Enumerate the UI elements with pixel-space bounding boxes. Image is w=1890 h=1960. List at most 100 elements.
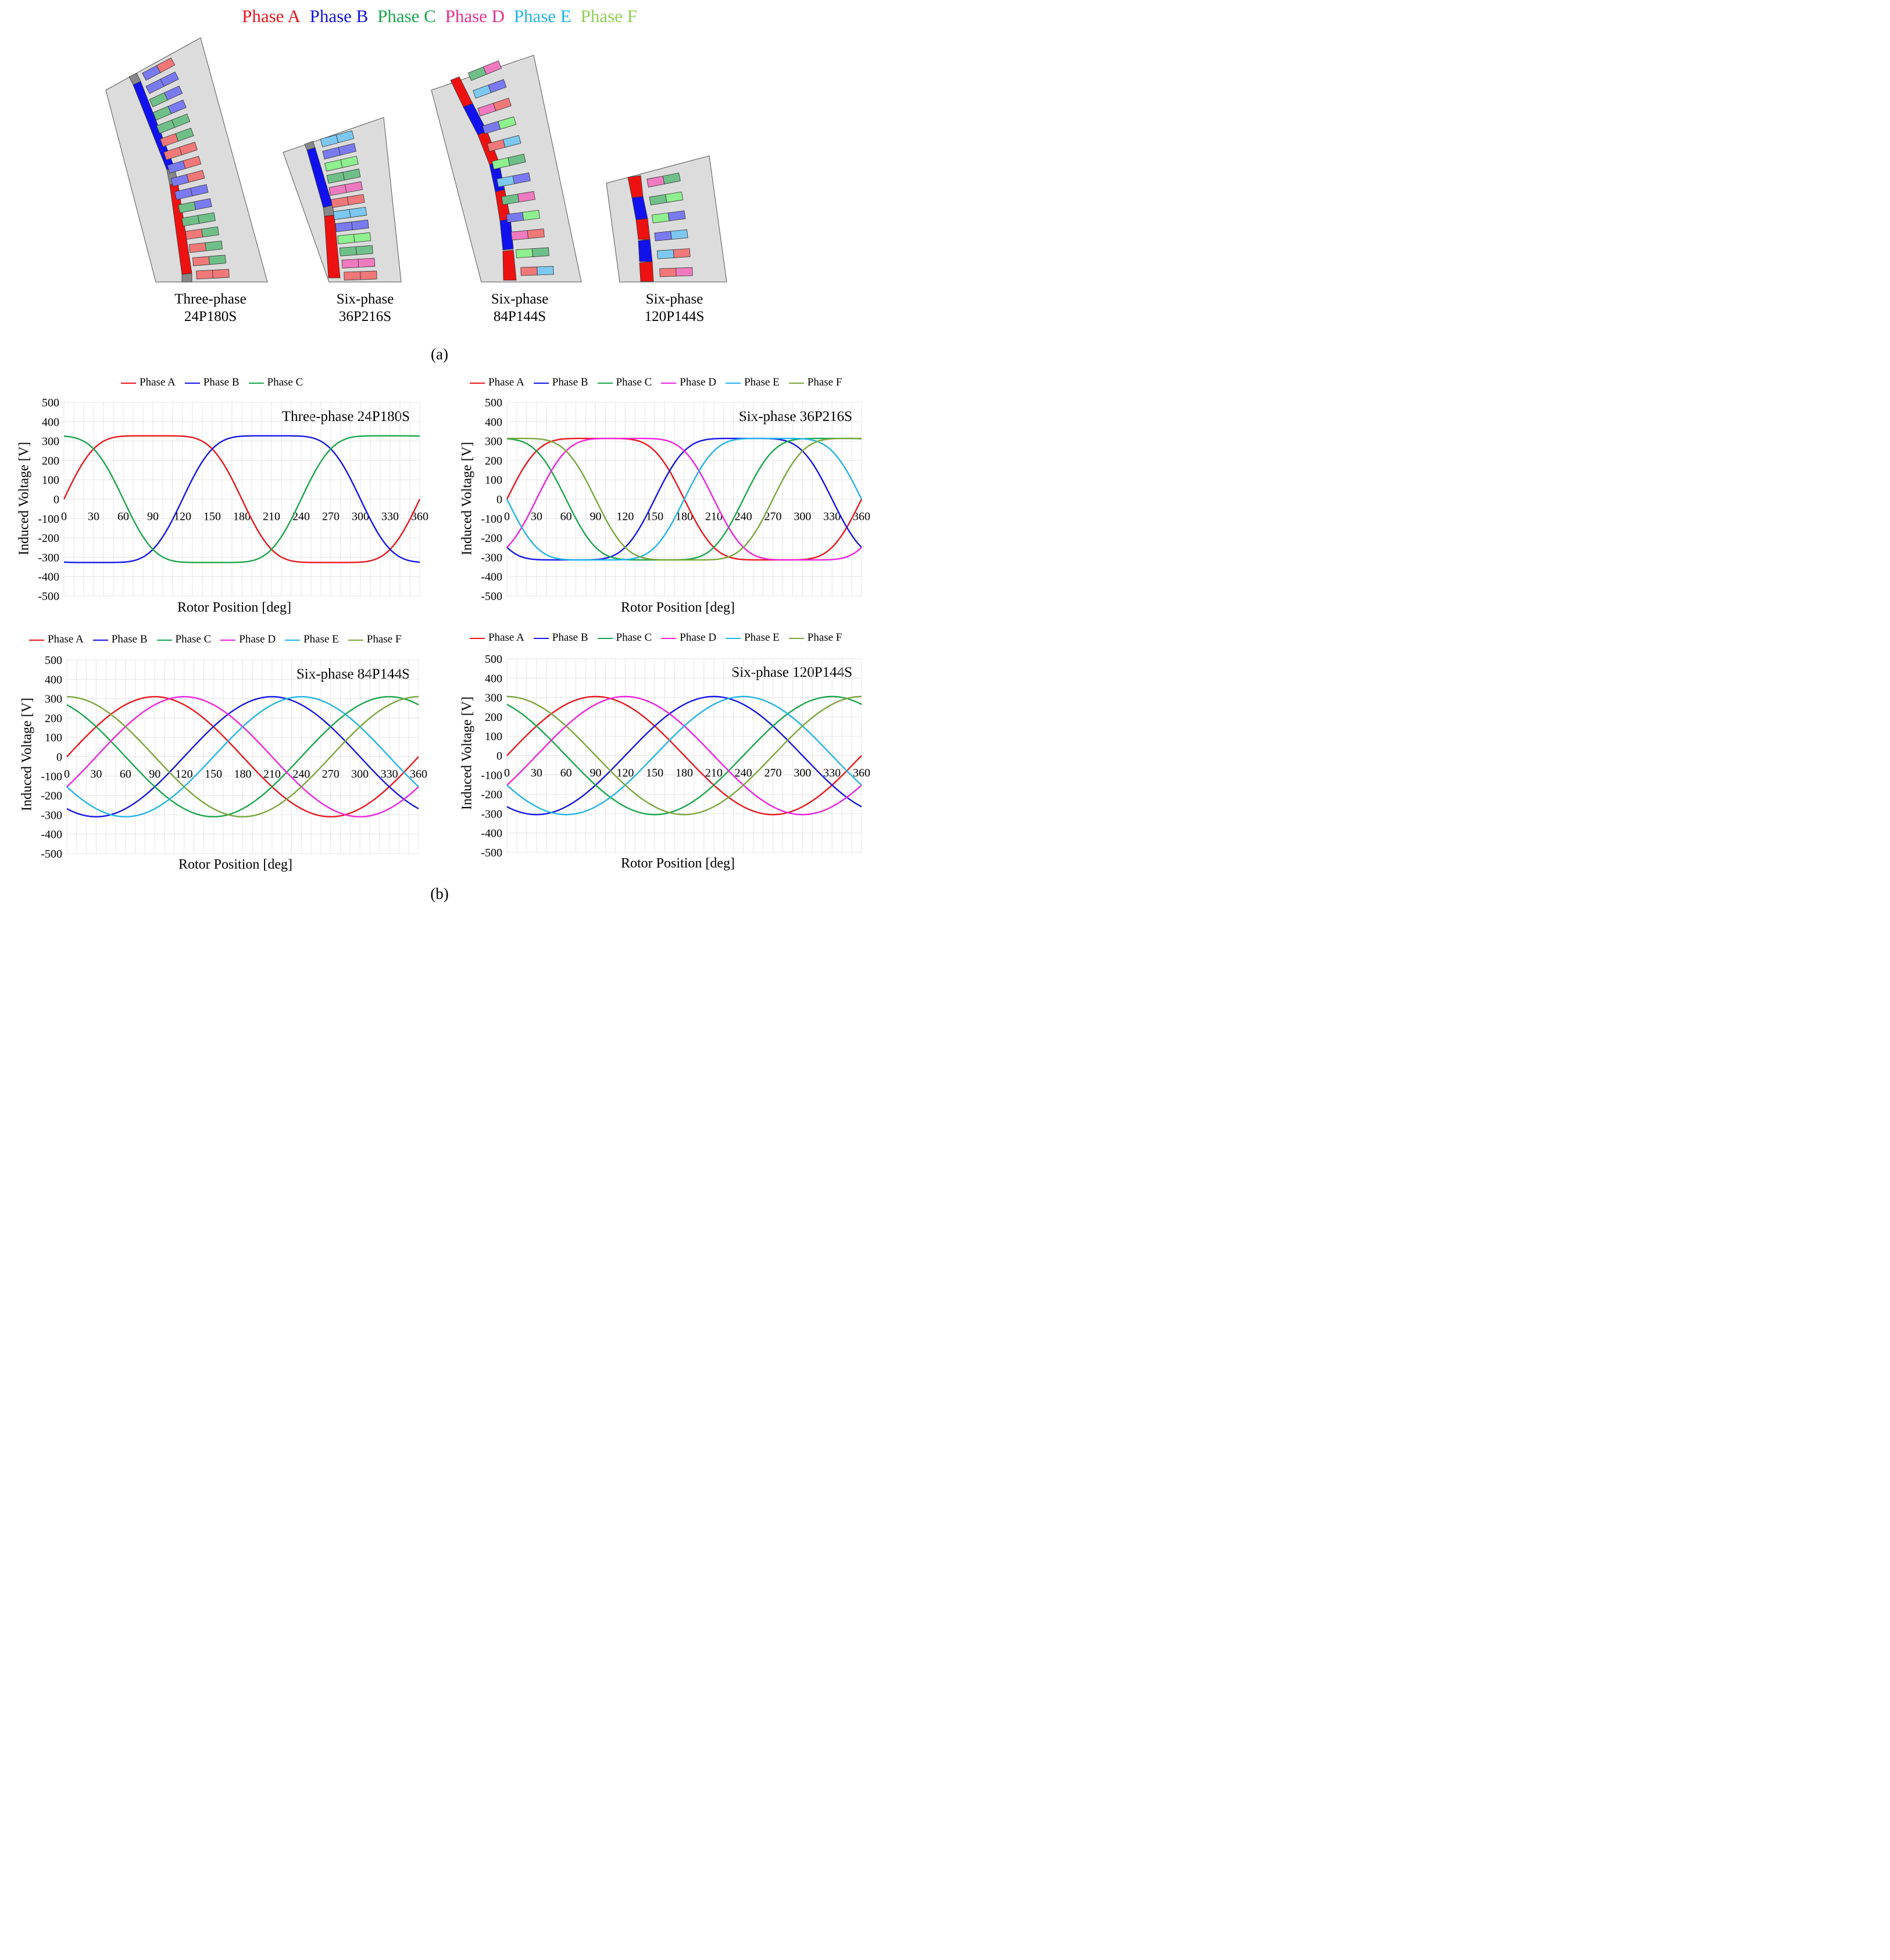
y-tick-label: -400 <box>38 571 59 584</box>
x-tick-label: 150 <box>203 510 221 523</box>
y-tick-label: -500 <box>41 848 62 861</box>
machine-2-type: Six-phase <box>336 291 394 307</box>
series-phase-c <box>66 696 419 817</box>
legend-item: Phase C <box>597 631 652 644</box>
x-tick-label: 180 <box>234 768 252 781</box>
x-tick-label: 90 <box>590 767 602 780</box>
legend-phase-a: Phase A <box>242 6 301 26</box>
legend-label: Phase D <box>680 376 717 388</box>
legend-swatch <box>470 382 485 384</box>
legend-label: Phase A <box>48 633 84 645</box>
legend-swatch <box>29 639 44 641</box>
y-axis-label: Induced Voltage [V] <box>459 441 475 556</box>
legend-label: Phase B <box>203 376 240 388</box>
machine-six-phase-84p144s <box>431 55 582 283</box>
legend-item: Phase D <box>661 631 716 644</box>
y-tick-label: -300 <box>41 809 62 822</box>
legend-item: Phase B <box>92 633 148 646</box>
legend-item: Phase F <box>788 376 842 389</box>
x-tick-label: 240 <box>735 510 752 523</box>
y-tick-label: 500 <box>485 397 502 409</box>
legend-item: Phase E <box>726 631 780 644</box>
y-tick-label: 100 <box>485 474 502 487</box>
legend-item: Phase F <box>788 631 842 644</box>
machine-label-4: Six-phase 120P144S <box>605 291 744 326</box>
x-tick-label: 180 <box>676 510 693 523</box>
legend-item: Phase E <box>726 376 780 389</box>
x-tick-label: 60 <box>117 510 129 523</box>
y-tick-label: 300 <box>485 435 502 448</box>
legend-item: Phase A <box>470 376 524 389</box>
x-axis-label: Rotor Position [deg] <box>177 600 291 615</box>
phase-color-legend: Phase A Phase B Phase C Phase D Phase E … <box>0 6 879 27</box>
x-tick-label: 0 <box>61 510 67 523</box>
y-tick-label: 100 <box>45 731 62 744</box>
x-axis-label: Rotor Position [deg] <box>178 857 292 872</box>
x-tick-label: 270 <box>322 768 340 781</box>
legend-swatch <box>661 637 677 639</box>
legend-phase-d: Phase D <box>445 6 505 26</box>
x-axis-label: Rotor Position [deg] <box>621 856 735 871</box>
legend-swatch <box>788 637 804 639</box>
y-tick-label: 0 <box>496 750 502 763</box>
y-axis-label: Induced Voltage [V] <box>16 441 32 556</box>
y-tick-label: 300 <box>485 692 502 705</box>
machine-1-config: 24P180S <box>184 309 237 324</box>
machine-4-config: 120P144S <box>644 309 705 324</box>
legend-label: Phase B <box>552 631 588 644</box>
machine-4-type: Six-phase <box>645 291 703 307</box>
y-tick-label: 200 <box>485 455 502 467</box>
series-phase-b <box>66 696 419 817</box>
legend-item: Phase A <box>29 633 84 646</box>
x-tick-label: 210 <box>263 510 280 523</box>
legend-swatch <box>220 639 236 641</box>
y-tick-label: 400 <box>42 416 59 429</box>
chart-legend-1: Phase A Phase B Phase C <box>121 376 312 389</box>
x-tick-label: 30 <box>90 768 102 781</box>
legend-swatch <box>597 382 613 384</box>
legend-label: Phase B <box>552 376 588 388</box>
y-tick-label: 400 <box>485 672 502 685</box>
legend-swatch <box>726 637 741 639</box>
series-phase-b <box>63 435 420 563</box>
x-tick-label: 300 <box>352 510 369 523</box>
legend-swatch <box>184 382 200 384</box>
y-tick-label: 500 <box>42 397 59 409</box>
legend-swatch <box>248 382 264 384</box>
legend-item: Phase C <box>156 633 211 646</box>
legend-swatch <box>470 637 485 639</box>
y-tick-label: 400 <box>45 673 62 686</box>
legend-item: Phase B <box>533 631 588 644</box>
x-tick-label: 120 <box>616 510 634 523</box>
caption-b: (b) <box>430 885 449 902</box>
machine-label-3: Six-phase 84P144S <box>450 291 589 326</box>
y-tick-label: 500 <box>45 654 62 667</box>
y-tick-label: 400 <box>485 416 502 429</box>
series-phase-e <box>506 437 863 561</box>
series-phase-f <box>67 696 419 817</box>
x-tick-label: 330 <box>381 510 399 523</box>
y-tick-label: -500 <box>481 847 502 859</box>
x-tick-label: 360 <box>853 767 870 780</box>
x-tick-label: 30 <box>531 510 542 523</box>
x-tick-label: 360 <box>411 510 428 523</box>
x-axis-label: Rotor Position [deg] <box>621 600 735 615</box>
y-tick-label: -500 <box>38 590 59 603</box>
x-tick-label: 330 <box>823 510 841 523</box>
series-phase-f <box>507 437 862 561</box>
legend-swatch <box>285 639 301 641</box>
series-phase-a <box>66 696 419 817</box>
machine-label-2: Six-phase 36P216S <box>295 291 435 326</box>
machine-3-config: 84P144S <box>493 309 546 324</box>
legend-swatch <box>533 637 549 639</box>
legend-item: Phase D <box>661 376 716 389</box>
legend-swatch <box>661 382 677 384</box>
legend-swatch <box>156 639 172 641</box>
legend-item: Phase E <box>285 633 339 646</box>
y-tick-label: -300 <box>481 808 502 820</box>
y-tick-label: 0 <box>53 494 59 506</box>
series-phase-c <box>63 435 420 563</box>
